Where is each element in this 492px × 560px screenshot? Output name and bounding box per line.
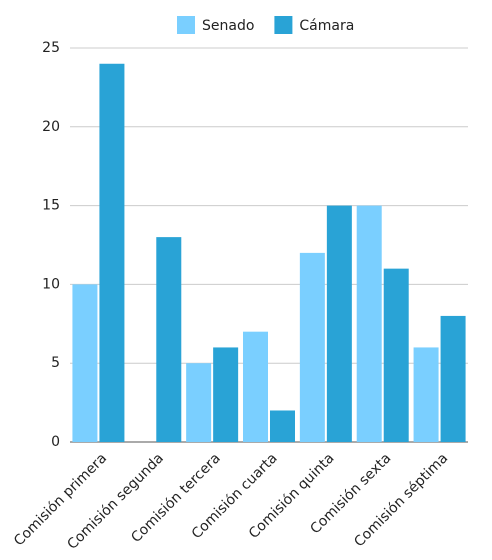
y-tick-label: 25: [42, 40, 60, 56]
y-tick-label: 10: [42, 276, 60, 292]
bar: [186, 363, 212, 442]
y-tick-label: 0: [51, 434, 60, 450]
x-tick-label: Comisión séptima: [351, 450, 451, 550]
bar: [213, 347, 239, 442]
legend-swatch: [177, 16, 195, 34]
bar: [383, 268, 409, 442]
bar: [326, 205, 352, 442]
legend-label: Cámara: [299, 18, 354, 34]
bar: [299, 252, 325, 442]
y-tick-label: 15: [42, 198, 60, 214]
bar: [356, 205, 382, 442]
legend-swatch: [274, 16, 293, 34]
bar: [99, 63, 125, 442]
y-tick-label: 20: [42, 119, 60, 135]
x-tick-label: Comisión segunda: [64, 450, 166, 552]
bar: [72, 284, 98, 442]
y-tick-label: 5: [51, 355, 60, 371]
bar: [440, 315, 466, 442]
x-tick-label: Comisión primera: [11, 450, 110, 549]
bar: [413, 347, 439, 442]
bar: [243, 331, 268, 442]
bar: [156, 237, 182, 442]
bar: [270, 410, 295, 442]
legend-label: Senado: [202, 18, 254, 34]
